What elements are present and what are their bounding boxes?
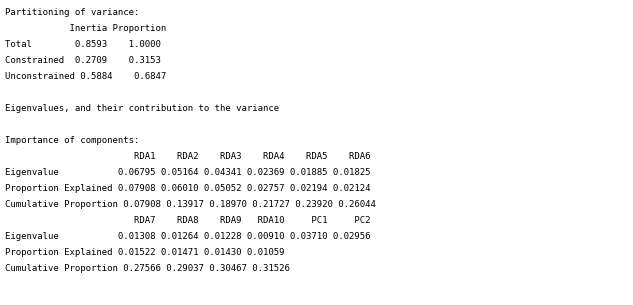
Text: Cumulative Proportion 0.07908 0.13917 0.18970 0.21727 0.23920 0.26044: Cumulative Proportion 0.07908 0.13917 0.… [5, 200, 376, 209]
Text: Importance of components:: Importance of components: [5, 136, 139, 145]
Text: Proportion Explained 0.07908 0.06010 0.05052 0.02757 0.02194 0.02124: Proportion Explained 0.07908 0.06010 0.0… [5, 184, 370, 193]
Text: Proportion Explained 0.01522 0.01471 0.01430 0.01059: Proportion Explained 0.01522 0.01471 0.0… [5, 248, 284, 257]
Text: RDA7    RDA8    RDA9   RDA10     PC1     PC2: RDA7 RDA8 RDA9 RDA10 PC1 PC2 [5, 216, 370, 225]
Text: Total        0.8593    1.0000: Total 0.8593 1.0000 [5, 40, 161, 49]
Text: Unconstrained 0.5884    0.6847: Unconstrained 0.5884 0.6847 [5, 72, 166, 81]
Text: Eigenvalue           0.06795 0.05164 0.04341 0.02369 0.01885 0.01825: Eigenvalue 0.06795 0.05164 0.04341 0.023… [5, 168, 370, 177]
Text: RDA1    RDA2    RDA3    RDA4    RDA5    RDA6: RDA1 RDA2 RDA3 RDA4 RDA5 RDA6 [5, 152, 370, 161]
Text: Cumulative Proportion 0.27566 0.29037 0.30467 0.31526: Cumulative Proportion 0.27566 0.29037 0.… [5, 264, 290, 273]
Text: Partitioning of variance:: Partitioning of variance: [5, 8, 139, 17]
Text: Eigenvalues, and their contribution to the variance: Eigenvalues, and their contribution to t… [5, 104, 279, 113]
Text: Eigenvalue           0.01308 0.01264 0.01228 0.00910 0.03710 0.02956: Eigenvalue 0.01308 0.01264 0.01228 0.009… [5, 232, 370, 241]
Text: Inertia Proportion: Inertia Proportion [5, 24, 166, 33]
Text: Constrained  0.2709    0.3153: Constrained 0.2709 0.3153 [5, 56, 161, 65]
